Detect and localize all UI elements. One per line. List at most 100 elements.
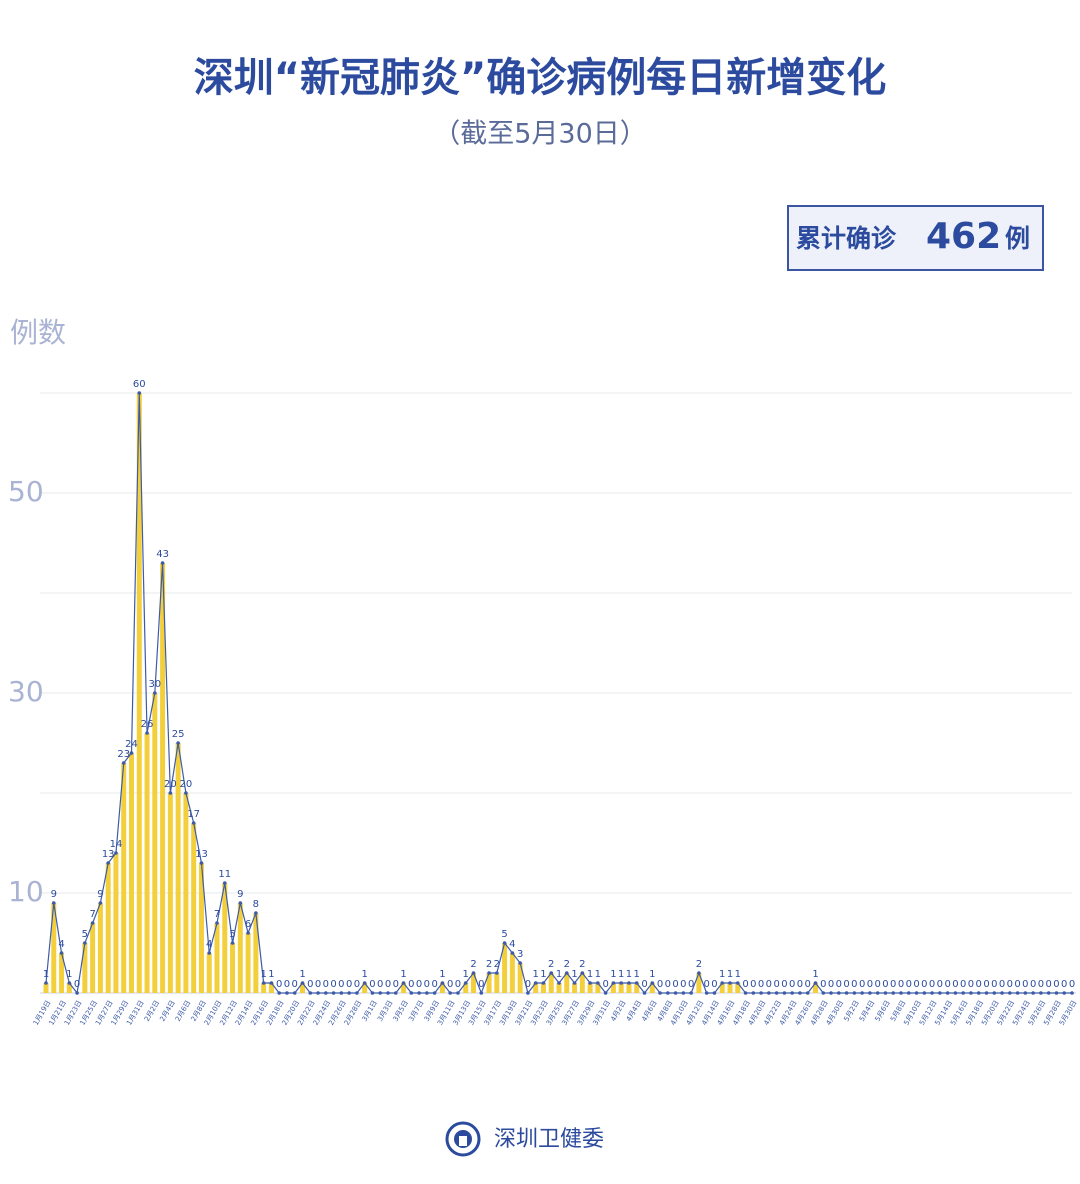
bar [727, 983, 733, 993]
data-label: 0 [323, 979, 329, 990]
bar [556, 983, 562, 993]
data-label: 1 [649, 969, 655, 980]
data-label: 8 [253, 899, 259, 910]
point [976, 991, 981, 995]
data-label: 0 [408, 979, 414, 990]
total-value: 462 [926, 216, 1001, 257]
point [743, 991, 748, 995]
data-label: 5 [229, 929, 235, 940]
data-label: 26 [141, 719, 154, 730]
point [751, 991, 756, 995]
bar [494, 973, 500, 993]
data-label: 0 [1007, 979, 1013, 990]
data-label: 0 [711, 979, 717, 990]
total-box [787, 205, 1044, 271]
y-tick-label: 10 [8, 875, 44, 908]
data-label: 0 [882, 979, 888, 990]
data-label: 0 [431, 979, 437, 990]
chart-subtitle: （截至5月30日） [433, 119, 647, 150]
data-label: 1 [299, 969, 305, 980]
bar [509, 953, 515, 993]
data-label: 0 [276, 979, 282, 990]
data-label: 4 [206, 939, 212, 950]
data-label: 1 [66, 969, 72, 980]
point [611, 981, 616, 985]
data-label: 0 [641, 979, 647, 990]
point [596, 981, 600, 985]
bar [51, 903, 57, 993]
data-label: 0 [703, 979, 709, 990]
data-label: 2 [696, 959, 702, 970]
data-label: 9 [97, 889, 103, 900]
point [774, 991, 779, 995]
data-label: 0 [820, 979, 826, 990]
point [393, 991, 398, 995]
data-label: 0 [680, 979, 686, 990]
chart-title: 深圳“新冠肺炎”确诊病例每日新增变化 [194, 55, 887, 101]
point [83, 941, 87, 945]
data-label: 0 [346, 979, 352, 990]
point [961, 991, 965, 995]
point [938, 991, 942, 995]
bar [735, 983, 741, 993]
point [145, 731, 149, 735]
data-label: 0 [906, 979, 912, 990]
data-label: 0 [1061, 979, 1067, 990]
data-label: 0 [369, 979, 375, 990]
y-tick-label: 30 [8, 675, 44, 708]
point [463, 981, 468, 985]
data-label: 0 [602, 979, 608, 990]
bar [533, 983, 539, 993]
point [261, 981, 266, 985]
data-label: 0 [766, 979, 772, 990]
point [339, 991, 344, 995]
bar [105, 863, 111, 993]
bar [268, 983, 274, 993]
data-label: 0 [338, 979, 344, 990]
point [767, 991, 771, 995]
data-label: 2 [548, 959, 554, 970]
point [75, 991, 79, 995]
bar [579, 973, 585, 993]
bar [206, 953, 212, 993]
point [1062, 991, 1067, 995]
data-label: 5 [501, 929, 507, 940]
point [502, 941, 507, 945]
point [712, 991, 717, 995]
point [184, 791, 188, 795]
data-label: 1 [361, 969, 367, 980]
data-label: 0 [913, 979, 919, 990]
data-label: 0 [74, 979, 80, 990]
point [953, 991, 958, 995]
data-label: 0 [898, 979, 904, 990]
data-label: 0 [307, 979, 313, 990]
data-label: 2 [470, 959, 476, 970]
point [1039, 991, 1043, 995]
bar [191, 823, 197, 993]
data-label: 0 [968, 979, 974, 990]
point [564, 971, 569, 975]
point [541, 981, 546, 985]
data-label: 1 [268, 969, 274, 980]
bar [90, 923, 96, 993]
footer-logo [445, 1121, 481, 1157]
data-label: 1 [587, 969, 593, 980]
data-label: 25 [172, 729, 185, 740]
bar [222, 883, 228, 993]
point [246, 931, 250, 935]
point [673, 991, 678, 995]
point [759, 991, 763, 995]
point [292, 991, 297, 995]
data-label: 0 [983, 979, 989, 990]
data-label: 0 [1069, 979, 1075, 990]
data-label: 11 [218, 869, 231, 880]
bar [198, 863, 204, 993]
point [945, 991, 950, 995]
point [277, 991, 281, 995]
bar [152, 693, 158, 993]
point [533, 981, 538, 985]
point [362, 981, 367, 985]
point [689, 991, 693, 995]
bar [564, 973, 570, 993]
data-label: 0 [742, 979, 748, 990]
